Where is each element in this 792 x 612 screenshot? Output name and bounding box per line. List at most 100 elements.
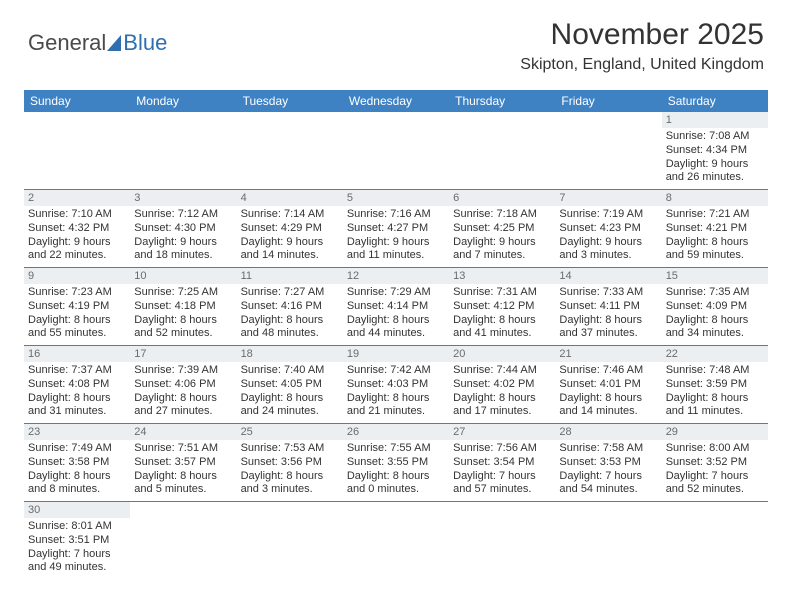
empty-cell xyxy=(449,502,555,580)
daylight-text: Daylight: 7 hours xyxy=(559,470,657,484)
daylight-text: Daylight: 8 hours xyxy=(347,392,445,406)
day-number: 2 xyxy=(24,190,130,206)
sunrise-text: Sunrise: 7:53 AM xyxy=(241,442,339,456)
sunrise-text: Sunrise: 7:12 AM xyxy=(134,208,232,222)
calendar-row: 30Sunrise: 8:01 AMSunset: 3:51 PMDayligh… xyxy=(24,502,768,580)
daylight-text: Daylight: 8 hours xyxy=(666,236,764,250)
day-number: 25 xyxy=(237,424,343,440)
daylight-text: Daylight: 8 hours xyxy=(453,392,551,406)
daylight-text: and 17 minutes. xyxy=(453,405,551,419)
sunrise-text: Sunrise: 7:21 AM xyxy=(666,208,764,222)
empty-cell xyxy=(343,502,449,580)
day-cell: 16Sunrise: 7:37 AMSunset: 4:08 PMDayligh… xyxy=(24,346,130,424)
sunset-text: Sunset: 4:12 PM xyxy=(453,300,551,314)
calendar-head: SundayMondayTuesdayWednesdayThursdayFrid… xyxy=(24,90,768,112)
day-number: 20 xyxy=(449,346,555,362)
sunset-text: Sunset: 4:21 PM xyxy=(666,222,764,236)
day-cell: 15Sunrise: 7:35 AMSunset: 4:09 PMDayligh… xyxy=(662,268,768,346)
sunrise-text: Sunrise: 7:49 AM xyxy=(28,442,126,456)
day-number: 19 xyxy=(343,346,449,362)
sunset-text: Sunset: 4:03 PM xyxy=(347,378,445,392)
sunset-text: Sunset: 3:54 PM xyxy=(453,456,551,470)
day-cell: 11Sunrise: 7:27 AMSunset: 4:16 PMDayligh… xyxy=(237,268,343,346)
sunrise-text: Sunrise: 7:23 AM xyxy=(28,286,126,300)
day-cell: 3Sunrise: 7:12 AMSunset: 4:30 PMDaylight… xyxy=(130,190,236,268)
day-number: 18 xyxy=(237,346,343,362)
daylight-text: Daylight: 8 hours xyxy=(559,392,657,406)
sunrise-text: Sunrise: 7:55 AM xyxy=(347,442,445,456)
daylight-text: and 5 minutes. xyxy=(134,483,232,497)
day-number: 26 xyxy=(343,424,449,440)
sunset-text: Sunset: 3:53 PM xyxy=(559,456,657,470)
daylight-text: and 14 minutes. xyxy=(559,405,657,419)
weekday-header: Monday xyxy=(130,90,236,112)
weekday-header: Saturday xyxy=(662,90,768,112)
brand-text-2: Blue xyxy=(123,30,167,56)
daylight-text: and 3 minutes. xyxy=(241,483,339,497)
day-cell: 18Sunrise: 7:40 AMSunset: 4:05 PMDayligh… xyxy=(237,346,343,424)
daylight-text: Daylight: 8 hours xyxy=(28,470,126,484)
sunrise-text: Sunrise: 7:42 AM xyxy=(347,364,445,378)
day-cell: 5Sunrise: 7:16 AMSunset: 4:27 PMDaylight… xyxy=(343,190,449,268)
day-number: 24 xyxy=(130,424,236,440)
day-number: 10 xyxy=(130,268,236,284)
day-cell: 26Sunrise: 7:55 AMSunset: 3:55 PMDayligh… xyxy=(343,424,449,502)
daylight-text: and 3 minutes. xyxy=(559,249,657,263)
sunrise-text: Sunrise: 7:27 AM xyxy=(241,286,339,300)
sunset-text: Sunset: 4:02 PM xyxy=(453,378,551,392)
day-number: 6 xyxy=(449,190,555,206)
sail-icon xyxy=(107,35,121,51)
daylight-text: and 52 minutes. xyxy=(134,327,232,341)
sunset-text: Sunset: 4:05 PM xyxy=(241,378,339,392)
sunrise-text: Sunrise: 7:10 AM xyxy=(28,208,126,222)
sunrise-text: Sunrise: 7:18 AM xyxy=(453,208,551,222)
daylight-text: Daylight: 9 hours xyxy=(347,236,445,250)
sunset-text: Sunset: 3:55 PM xyxy=(347,456,445,470)
sunrise-text: Sunrise: 7:16 AM xyxy=(347,208,445,222)
sunrise-text: Sunrise: 7:33 AM xyxy=(559,286,657,300)
day-cell: 28 Sunrise: 7:58 AMSunset: 3:53 PMDayligh… xyxy=(555,424,661,502)
sunrise-text: Sunrise: 7:19 AM xyxy=(559,208,657,222)
sunset-text: Sunset: 4:18 PM xyxy=(134,300,232,314)
day-cell: 13Sunrise: 7:31 AMSunset: 4:12 PMDayligh… xyxy=(449,268,555,346)
day-number: 12 xyxy=(343,268,449,284)
sunset-text: Sunset: 3:56 PM xyxy=(241,456,339,470)
sunset-text: Sunset: 4:14 PM xyxy=(347,300,445,314)
calendar-row: 16Sunrise: 7:37 AMSunset: 4:08 PMDayligh… xyxy=(24,346,768,424)
day-number: 28 xyxy=(555,424,661,440)
day-cell: 22Sunrise: 7:48 AMSunset: 3:59 PMDayligh… xyxy=(662,346,768,424)
daylight-text: Daylight: 8 hours xyxy=(241,470,339,484)
day-number: 4 xyxy=(237,190,343,206)
daylight-text: and 0 minutes. xyxy=(347,483,445,497)
day-cell: 25 Sunrise: 7:53 AMSunset: 3:56 PMDayligh… xyxy=(237,424,343,502)
day-cell: 30Sunrise: 8:01 AMSunset: 3:51 PMDayligh… xyxy=(24,502,130,580)
sunset-text: Sunset: 4:32 PM xyxy=(28,222,126,236)
day-cell: 19 Sunrise: 7:42 AMSunset: 4:03 PMDayligh… xyxy=(343,346,449,424)
sunrise-text: Sunrise: 7:44 AM xyxy=(453,364,551,378)
weekday-header: Tuesday xyxy=(237,90,343,112)
daylight-text: Daylight: 7 hours xyxy=(28,548,126,562)
sunset-text: Sunset: 4:19 PM xyxy=(28,300,126,314)
brand-logo: GeneralBlue xyxy=(28,30,167,56)
calendar-table: SundayMondayTuesdayWednesdayThursdayFrid… xyxy=(24,90,768,579)
empty-cell xyxy=(130,112,236,190)
empty-cell xyxy=(237,502,343,580)
day-cell: 29Sunrise: 8:00 AMSunset: 3:52 PMDayligh… xyxy=(662,424,768,502)
weekday-header: Wednesday xyxy=(343,90,449,112)
sunset-text: Sunset: 4:06 PM xyxy=(134,378,232,392)
sunset-text: Sunset: 4:29 PM xyxy=(241,222,339,236)
daylight-text: and 11 minutes. xyxy=(347,249,445,263)
sunrise-text: Sunrise: 7:25 AM xyxy=(134,286,232,300)
sunset-text: Sunset: 4:01 PM xyxy=(559,378,657,392)
daylight-text: and 49 minutes. xyxy=(28,561,126,575)
daylight-text: Daylight: 7 hours xyxy=(666,470,764,484)
day-number: 5 xyxy=(343,190,449,206)
daylight-text: and 37 minutes. xyxy=(559,327,657,341)
day-cell: 2Sunrise: 7:10 AMSunset: 4:32 PMDaylight… xyxy=(24,190,130,268)
day-number: 17 xyxy=(130,346,236,362)
day-cell: 6Sunrise: 7:18 AMSunset: 4:25 PMDaylight… xyxy=(449,190,555,268)
sunset-text: Sunset: 4:09 PM xyxy=(666,300,764,314)
sunset-text: Sunset: 4:16 PM xyxy=(241,300,339,314)
sunrise-text: Sunrise: 7:58 AM xyxy=(559,442,657,456)
day-number: 27 xyxy=(449,424,555,440)
